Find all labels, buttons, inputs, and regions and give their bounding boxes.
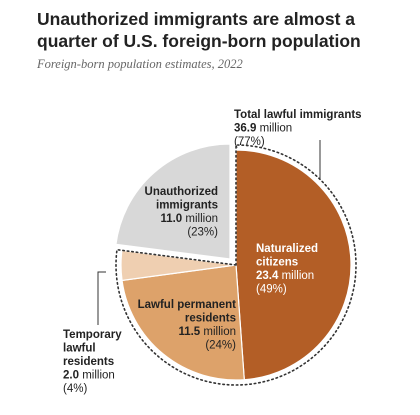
label-lpr-percent: (24%) xyxy=(205,340,236,352)
label-naturalized: Naturalized citizens 23.4 million (49%) xyxy=(256,243,318,296)
pie-slice-unauthorized xyxy=(115,143,231,260)
label-unauthorized-name-line: immigrants xyxy=(156,200,218,212)
leader-lines xyxy=(97,140,321,325)
label-temporary-name-line: residents xyxy=(63,356,114,368)
label-naturalized-name-line: Naturalized xyxy=(256,243,318,255)
label-naturalized-name-line: citizens xyxy=(256,257,298,269)
label-unauthorized-name-line: Unauthorized xyxy=(145,186,218,198)
chart-title: Unauthorized immigrants are almost a qua… xyxy=(37,8,407,52)
chart-title-line-1: Unauthorized immigrants are almost a xyxy=(37,9,355,29)
label-temporary-percent: (4%) xyxy=(63,383,87,395)
label-temporary-name-line: Temporary xyxy=(63,329,122,341)
label-total-lawful-percent: (77%) xyxy=(234,136,265,148)
label-total-lawful-name-line: Total lawful immigrants xyxy=(234,109,362,121)
label-temporary-name-line: lawful xyxy=(63,343,96,355)
label-temporary-value: 2.0 million xyxy=(63,370,115,382)
slice-labels: Naturalized citizens 23.4 million (49%) Unau… xyxy=(63,109,362,395)
label-total-lawful-value: 36.9 million xyxy=(234,123,292,135)
label-lpr: Lawful permanent residents 11.5 million (24… xyxy=(138,299,237,352)
label-unauthorized-percent: (23%) xyxy=(187,227,218,239)
label-lpr-name-line: Lawful permanent xyxy=(138,299,237,311)
pie-slice-temporary xyxy=(120,249,237,282)
chart-title-line-2: quarter of U.S. foreign-born population xyxy=(37,31,361,51)
pie-slice-naturalized xyxy=(235,149,352,381)
leader-line-temporary xyxy=(97,271,106,325)
label-temporary: Temporary lawful residents 2.0 million (4%) xyxy=(63,329,122,395)
label-unauthorized: Unauthorized immigrants 11.0 million (23%) xyxy=(145,186,219,239)
pie-slices xyxy=(115,143,352,381)
label-lpr-name-line: residents xyxy=(185,313,236,325)
label-naturalized-value: 23.4 million xyxy=(256,270,314,282)
lawful-group-outline xyxy=(115,144,357,386)
label-total-lawful: Total lawful immigrants 36.9 million (77%) xyxy=(234,109,362,148)
label-lpr-value: 11.5 million xyxy=(178,326,236,338)
chart-subtitle: Foreign-born population estimates, 2022 xyxy=(37,57,243,71)
label-unauthorized-value: 11.0 million xyxy=(160,213,218,225)
pie-slice-lpr xyxy=(121,264,245,381)
label-naturalized-percent: (49%) xyxy=(256,284,287,296)
